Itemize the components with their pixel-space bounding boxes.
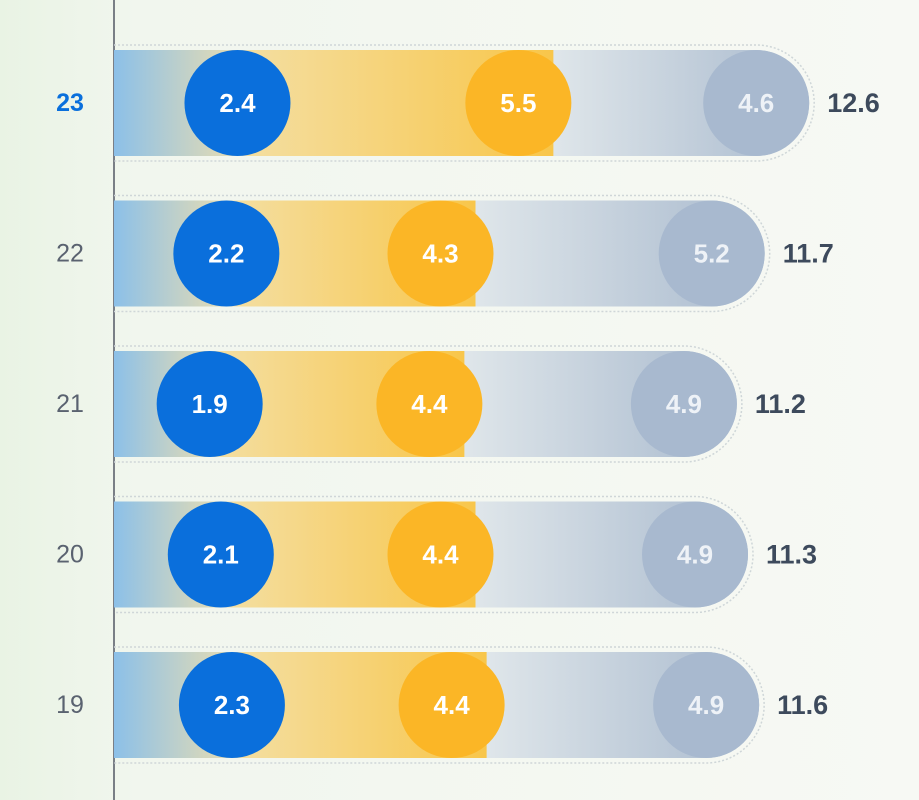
value-label: 4.6 [738,88,774,118]
category-label: 21 [56,390,84,418]
value-circle [465,50,572,156]
value-circle [184,50,291,156]
category-label: 22 [56,240,84,268]
value-label: 2.4 [219,88,256,118]
value-circle [630,351,737,457]
category-label: 20 [56,541,84,569]
total-label: 11.2 [755,389,806,419]
value-label: 4.9 [677,540,713,570]
bar-outline [114,345,743,463]
value-circle [376,351,483,457]
value-circle [178,652,285,758]
value-circle [387,200,494,307]
value-label: 1.9 [192,389,228,419]
category-label: 23 [56,89,84,117]
value-circle [387,501,494,608]
bar-outline [114,44,815,162]
value-circle [398,652,505,758]
category-label: 19 [56,691,84,719]
value-circle [642,501,749,608]
total-label: 11.3 [766,540,817,570]
value-label: 2.3 [214,690,250,720]
value-circle [156,351,263,457]
value-label: 4.3 [422,239,458,269]
value-label: 4.9 [666,389,702,419]
value-label: 2.1 [203,540,239,570]
value-label: 4.4 [422,540,459,570]
value-circle [167,501,274,608]
value-circle [703,50,810,156]
value-circle [653,652,760,758]
value-label: 4.4 [411,389,448,419]
value-label: 2.2 [208,239,244,269]
value-label: 5.5 [500,88,536,118]
value-circle [658,200,765,307]
value-label: 5.2 [694,239,730,269]
total-label: 11.7 [783,239,834,269]
total-label: 11.6 [777,690,828,720]
value-label: 4.9 [688,690,724,720]
bar-outline [114,495,754,614]
value-circle [173,200,280,307]
total-label: 12.6 [827,88,880,118]
value-label: 4.4 [434,690,471,720]
bar-outline [114,194,771,313]
bar-outline [114,646,765,764]
